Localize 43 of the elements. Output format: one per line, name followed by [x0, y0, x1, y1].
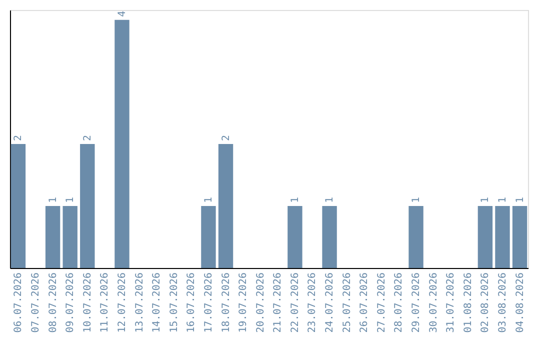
- data-label: 1: [203, 196, 214, 203]
- x-tick-label: 03.08.2026: [497, 272, 508, 333]
- data-label: 1: [514, 196, 526, 203]
- x-tick-label: 23.07.2026: [307, 272, 318, 333]
- x-tick-label: 30.07.2026: [428, 272, 440, 333]
- data-label: 1: [324, 196, 336, 203]
- x-tick-label: 09.07.2026: [65, 272, 76, 333]
- x-tick-label: 15.07.2026: [168, 272, 180, 333]
- x-tick-label: 06.07.2026: [13, 272, 24, 333]
- data-label: 1: [411, 196, 422, 203]
- x-tick-label: 21.07.2026: [272, 272, 284, 333]
- x-tick-label: 11.07.2026: [100, 272, 111, 333]
- data-label: 1: [480, 196, 492, 203]
- x-tick-label: 27.07.2026: [376, 272, 388, 333]
- x-tick-label: 14.07.2026: [152, 272, 163, 333]
- x-tick-label: 25.07.2026: [342, 272, 353, 333]
- x-tick-label: 28.07.2026: [394, 272, 405, 333]
- x-tick-label: 20.07.2026: [255, 272, 266, 333]
- x-tick-label: 26.07.2026: [359, 272, 370, 333]
- x-tick-label: 18.07.2026: [220, 272, 232, 333]
- x-tick-label: 22.07.2026: [290, 272, 301, 333]
- x-tick-label: 04.08.2026: [514, 272, 526, 333]
- x-tick-label: 29.07.2026: [411, 272, 422, 333]
- x-tick-label: 13.07.2026: [134, 272, 146, 333]
- data-label: 4: [116, 10, 128, 17]
- x-tick-label: 31.07.2026: [446, 272, 457, 333]
- data-label: 1: [65, 196, 76, 203]
- x-tick-label: 10.07.2026: [82, 272, 94, 333]
- data-label: 1: [290, 196, 301, 203]
- data-label: 2: [13, 134, 24, 141]
- data-label: 2: [220, 134, 232, 141]
- x-tick-label: 17.07.2026: [203, 272, 214, 333]
- x-tick-label: 12.07.2026: [116, 272, 128, 333]
- x-tick-label: 07.07.2026: [30, 272, 42, 333]
- x-tick-label: 08.07.2026: [48, 272, 59, 333]
- data-label: 1: [497, 196, 508, 203]
- x-tick-label: 02.08.2026: [480, 272, 492, 333]
- x-tick-label: 01.08.2026: [462, 272, 474, 333]
- data-label: 1: [48, 196, 59, 203]
- x-tick-label: 19.07.2026: [238, 272, 250, 333]
- x-tick-label: 16.07.2026: [186, 272, 198, 333]
- data-label: 2: [82, 134, 94, 141]
- x-tick-label: 24.07.2026: [324, 272, 336, 333]
